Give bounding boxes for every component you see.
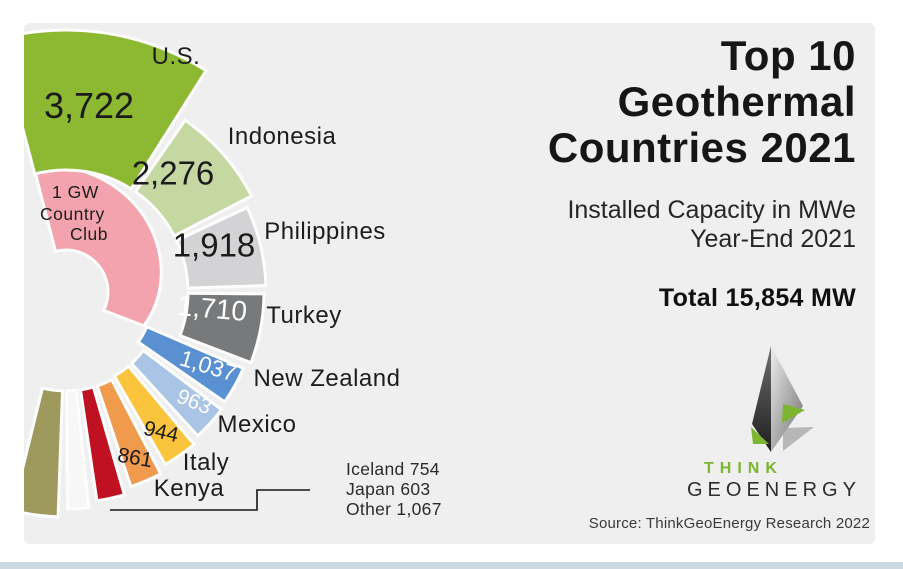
ring-label-line-3: Club	[70, 224, 108, 244]
country-label-italy: Italy	[182, 449, 230, 476]
callout-line-3: Other 1,067	[346, 499, 442, 519]
slice-iceland	[78, 385, 127, 503]
bottom-accent-strip	[0, 562, 903, 569]
source-attribution: Source: ThinkGeoEnergy Research 2022	[588, 515, 870, 532]
slice-u-s-	[24, 28, 209, 191]
title-line-2: Geothermal	[617, 78, 856, 125]
country-label-kenya: Kenya	[153, 475, 225, 502]
country-label-turkey: Turkey	[266, 302, 342, 329]
total-capacity-label: Total 15,854 MW	[658, 284, 856, 312]
slice-indonesia	[133, 118, 254, 238]
country-label-new-zealand: New Zealand	[253, 365, 401, 392]
slice-japan	[65, 388, 91, 511]
country-label-indonesia: Indonesia	[227, 123, 337, 150]
chart-wedges	[24, 28, 268, 519]
logo-think-wordmark: THINK	[704, 460, 783, 477]
ring-label-line-1: 1 GW	[52, 182, 99, 202]
slice-new-zealand	[136, 324, 246, 404]
value-label-philippines: 1,918	[172, 226, 256, 264]
country-label-philippines: Philippines	[264, 218, 386, 245]
subtitle-line-1: Installed Capacity in MWe	[567, 196, 856, 224]
slice-turkey	[178, 291, 266, 365]
subtitle-line-2: Year-End 2021	[690, 225, 856, 253]
callout-bracket-line	[110, 489, 310, 511]
title-line-1: Top 10	[720, 32, 856, 79]
ring-label-line-2: Country	[40, 204, 105, 224]
country-label-mexico: Mexico	[217, 411, 297, 438]
callout-line-1: Iceland 754	[346, 459, 440, 479]
slice-philippines	[174, 205, 268, 290]
slice-other	[24, 386, 65, 519]
callout-line-2: Japan 603	[346, 479, 431, 499]
value-label-kenya: 861	[115, 443, 155, 473]
country-label-u-s-: U.S.	[151, 43, 201, 70]
slice-italy	[112, 364, 197, 467]
chart-subtitle: Installed Capacity in MWe Year-End 2021	[567, 196, 856, 254]
value-label-indonesia: 2,276	[131, 154, 215, 192]
slice-mexico	[129, 348, 224, 438]
title-line-3: Countries 2021	[547, 124, 856, 171]
thinkgeoenergy-logo-icon	[751, 346, 814, 452]
page-title: Top 10 Geothermal Countries 2021	[548, 33, 856, 171]
slice-kenya	[95, 377, 163, 489]
value-label-u-s-: 3,722	[43, 85, 135, 126]
small-countries-callout: Iceland 754 Japan 603 Other 1,067	[346, 459, 442, 519]
logo-geoenergy-wordmark: GEOENERGY	[687, 479, 861, 501]
value-label-turkey: 1,710	[175, 290, 249, 327]
ring-1gw-country-club	[31, 164, 163, 328]
